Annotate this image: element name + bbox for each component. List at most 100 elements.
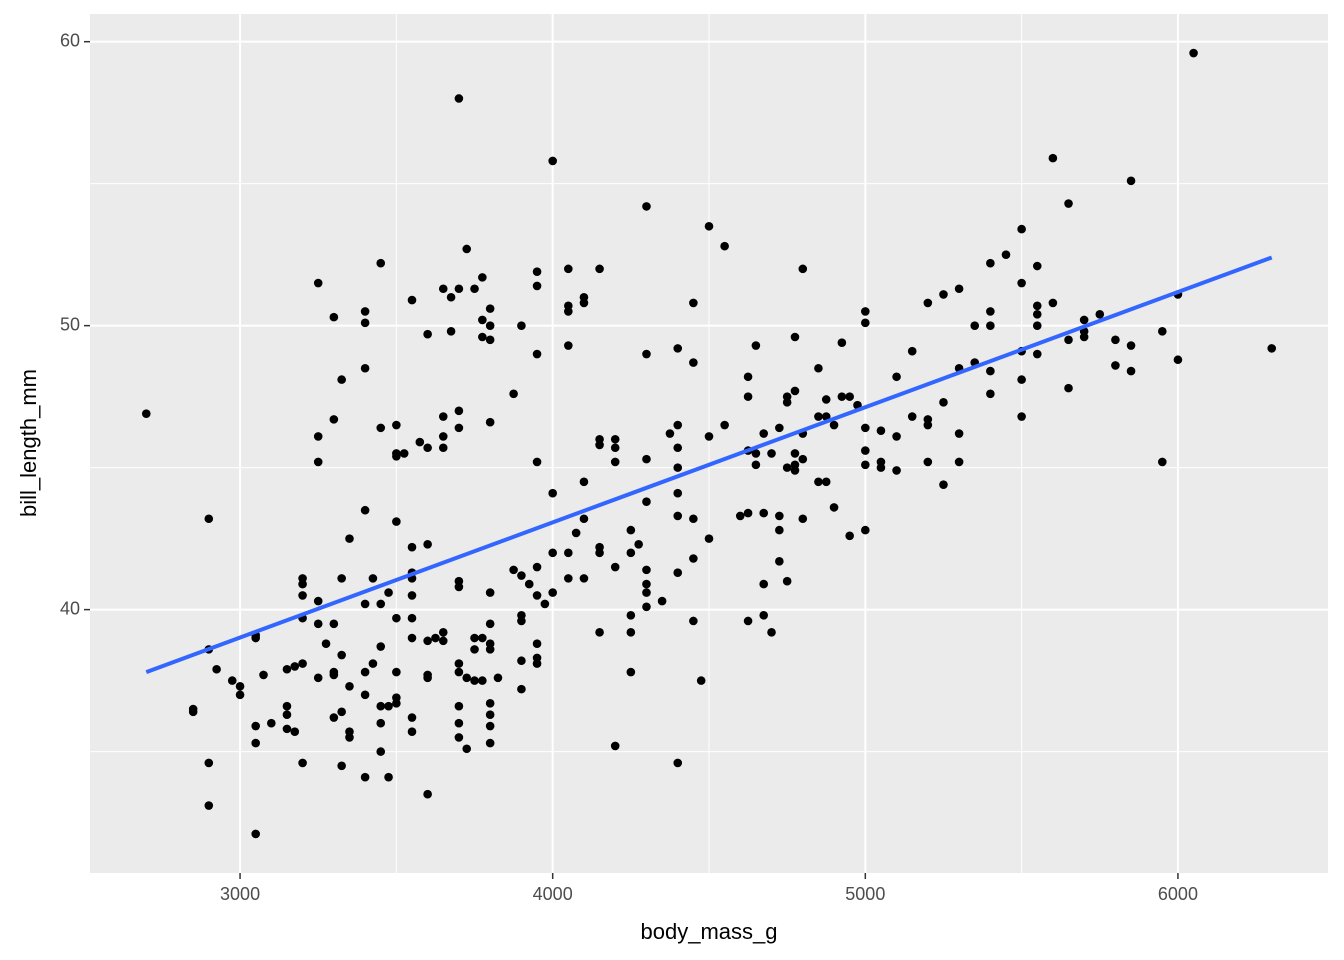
- point: [814, 477, 823, 487]
- point: [360, 363, 370, 373]
- point: [548, 548, 557, 558]
- point: [517, 684, 526, 694]
- point: [509, 565, 518, 575]
- point: [1064, 199, 1073, 208]
- point: [876, 426, 886, 436]
- point: [970, 321, 980, 330]
- point: [376, 642, 386, 651]
- point: [595, 264, 604, 274]
- point: [454, 718, 464, 728]
- point: [759, 579, 769, 589]
- point: [720, 241, 729, 251]
- y-axis-title: bill_length_mm: [16, 369, 41, 517]
- point: [1001, 250, 1011, 259]
- point: [673, 344, 683, 353]
- point: [454, 284, 464, 294]
- point: [204, 514, 214, 524]
- point: [485, 321, 495, 330]
- point: [1048, 298, 1058, 308]
- point: [431, 633, 440, 643]
- point: [954, 284, 964, 294]
- point: [579, 477, 589, 487]
- point: [204, 801, 214, 810]
- point: [462, 744, 472, 754]
- point: [986, 307, 995, 316]
- point: [313, 432, 323, 441]
- point: [861, 318, 870, 328]
- point: [735, 511, 745, 521]
- point: [204, 758, 214, 768]
- point: [1017, 278, 1026, 288]
- point: [1189, 48, 1198, 58]
- point: [438, 443, 448, 453]
- point: [907, 412, 917, 421]
- point: [313, 619, 323, 629]
- point: [759, 429, 769, 438]
- point: [392, 420, 401, 430]
- point: [775, 423, 784, 433]
- point: [407, 713, 417, 722]
- point: [423, 673, 432, 683]
- point: [313, 673, 323, 683]
- point: [329, 713, 339, 722]
- point: [1032, 301, 1042, 311]
- point: [767, 449, 776, 458]
- point: [462, 673, 472, 683]
- point: [532, 659, 542, 668]
- point: [642, 349, 651, 359]
- point: [423, 789, 432, 799]
- point: [814, 363, 823, 373]
- point: [337, 650, 346, 660]
- point: [907, 346, 917, 356]
- point: [704, 221, 714, 231]
- point: [837, 338, 847, 347]
- point: [1111, 361, 1120, 370]
- point: [751, 449, 761, 458]
- point: [470, 645, 479, 654]
- point: [313, 596, 323, 606]
- point: [579, 574, 589, 583]
- point: [407, 727, 417, 737]
- point: [759, 611, 769, 620]
- point: [392, 613, 401, 623]
- point: [376, 718, 386, 728]
- point: [1267, 344, 1277, 353]
- point: [212, 664, 221, 674]
- point: [251, 721, 260, 731]
- point: [821, 395, 831, 404]
- point: [626, 548, 636, 558]
- point: [775, 511, 784, 521]
- point: [861, 460, 870, 470]
- point: [564, 307, 573, 316]
- point: [923, 457, 933, 467]
- point: [392, 517, 401, 526]
- point: [1126, 341, 1136, 350]
- point: [470, 676, 479, 685]
- point: [689, 554, 698, 563]
- point: [595, 440, 604, 450]
- point: [321, 639, 331, 648]
- point: [689, 358, 698, 367]
- point: [626, 628, 636, 637]
- point: [485, 417, 495, 427]
- point: [532, 591, 542, 600]
- point: [626, 525, 636, 535]
- point: [790, 466, 800, 475]
- point: [360, 318, 370, 328]
- point: [743, 508, 753, 518]
- point: [407, 542, 417, 552]
- point: [517, 571, 526, 580]
- point: [642, 202, 651, 211]
- point: [227, 676, 237, 685]
- point: [1017, 375, 1026, 384]
- point: [564, 548, 573, 558]
- point: [485, 588, 495, 597]
- point: [337, 375, 346, 384]
- point: [407, 633, 417, 643]
- point: [1079, 315, 1089, 325]
- point: [892, 466, 901, 475]
- point: [673, 488, 683, 498]
- point: [399, 449, 409, 458]
- point: [1158, 327, 1167, 336]
